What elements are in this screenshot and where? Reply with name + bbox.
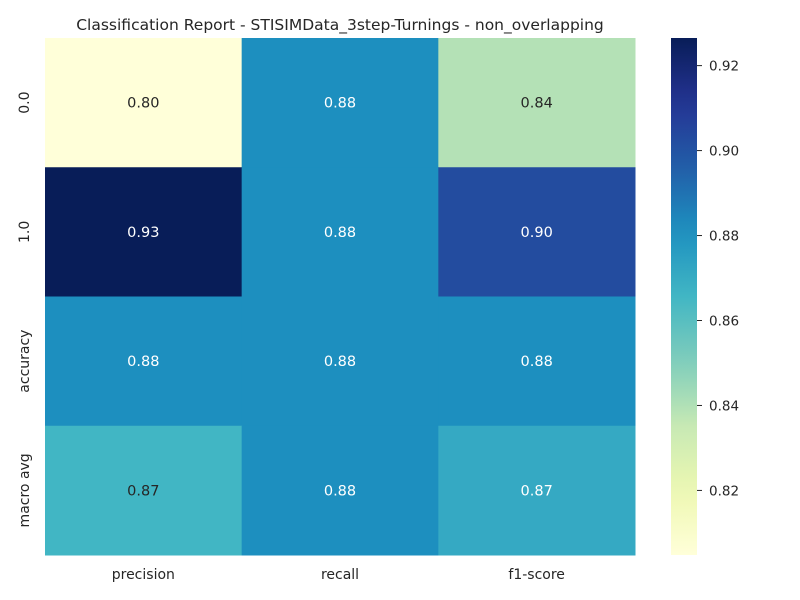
y-axis-ticks: 0.0 1.0 accuracy macro avg [17, 91, 33, 527]
y-tick-label: 0.0 [17, 91, 33, 113]
y-tick-label: 1.0 [17, 221, 33, 243]
colorbar-tick-label: 0.84 [709, 398, 739, 414]
heatmap-cell [45, 38, 243, 168]
x-tick-label: precision [112, 567, 175, 583]
heatmap-cell [438, 38, 636, 168]
cell-value-label: 0.88 [324, 96, 356, 112]
heatmap-cell [438, 167, 636, 297]
heatmap-cell [438, 296, 636, 427]
colorbar-tick-label: 0.82 [709, 483, 739, 499]
colorbar-tick-label: 0.88 [709, 229, 739, 245]
heatmap-cell [438, 425, 636, 556]
heatmap-cell [241, 167, 439, 297]
cell-value-label: 0.88 [324, 354, 356, 370]
x-tick-label: f1-score [508, 567, 565, 583]
cell-value-label: 0.88 [521, 354, 553, 370]
cell-value-label: 0.88 [324, 483, 356, 499]
heatmap-cell [45, 167, 243, 297]
heatmap-cell [241, 425, 439, 556]
y-tick-label: accuracy [17, 330, 33, 393]
heatmap-cell [241, 296, 439, 427]
cell-value-label: 0.88 [127, 354, 159, 370]
cell-value-label: 0.90 [521, 225, 553, 241]
heatmap-cell [241, 38, 439, 168]
x-axis-ticks: precision recall f1-score [112, 567, 565, 583]
x-tick-label: recall [321, 567, 359, 583]
cell-value-label: 0.93 [127, 225, 159, 241]
cell-value-label: 0.88 [324, 225, 356, 241]
colorbar-tick-label: 0.92 [709, 59, 739, 75]
cell-value-label: 0.84 [521, 96, 553, 112]
heatmap-cell [45, 425, 243, 556]
y-tick-label: macro avg [17, 453, 33, 527]
chart-title: Classification Report - STISIMData_3step… [76, 16, 604, 35]
heatmap-cell [45, 296, 243, 427]
cell-value-label: 0.87 [521, 483, 553, 499]
colorbar: 0.82 0.84 0.86 0.88 0.90 0.92 [671, 38, 739, 555]
colorbar-tick-label: 0.90 [709, 144, 739, 160]
cell-value-label: 0.80 [127, 96, 159, 112]
colorbar-gradient [671, 38, 697, 555]
cell-value-label: 0.87 [127, 483, 159, 499]
heatmap-cells: 0.80 0.88 0.84 0.93 0.88 0.90 0.88 0.88 0.88 0.87… [45, 38, 636, 556]
colorbar-tick-label: 0.86 [709, 314, 739, 330]
